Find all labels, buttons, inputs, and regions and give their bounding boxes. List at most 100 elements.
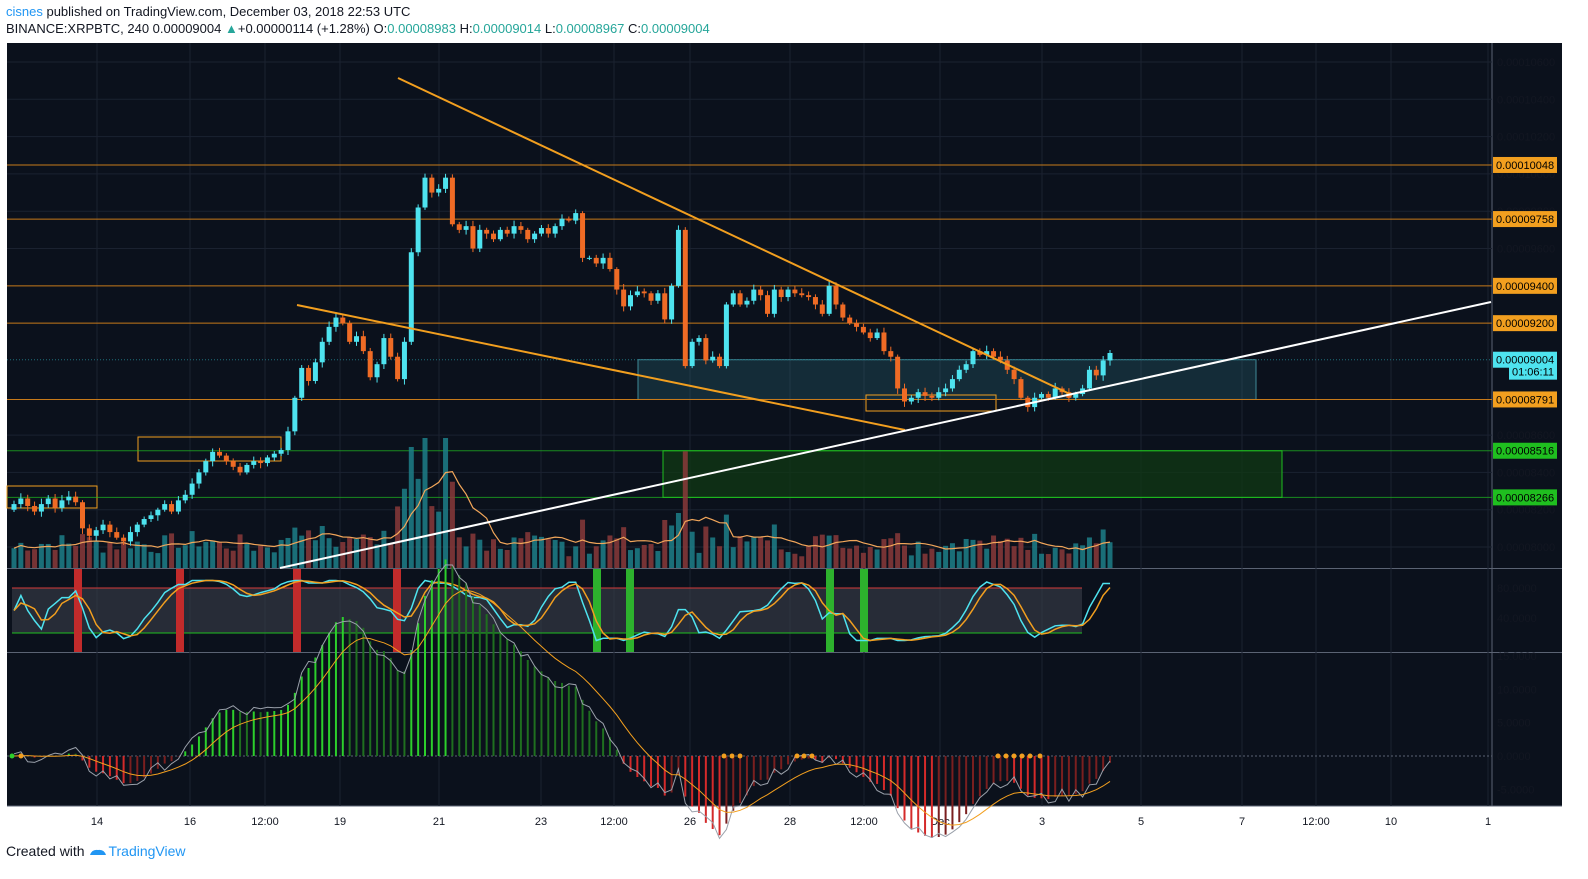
volume-bar [436,511,442,568]
volume-bar [765,540,770,568]
volume-bar [778,549,784,568]
volume-bar [573,546,579,568]
volume-bar [210,540,216,568]
volume-bar [607,535,613,568]
volume-bar [1011,546,1017,568]
time-tick-label: 3 [1039,816,1045,828]
volume-bar [381,530,387,568]
volume-bar [1004,538,1010,568]
candle-body [991,351,997,357]
candle-body [532,233,538,240]
candle-body [806,295,812,298]
candle-body [52,498,58,508]
volume-bar [874,549,880,568]
volume-bar [771,524,777,568]
volume-bar [744,541,750,568]
candle-body [422,177,428,208]
change-arrow: ▲ [224,21,238,36]
volume-bar [401,488,407,568]
candle-body [593,257,599,264]
volume-bar [717,546,723,568]
candle-body [1086,369,1092,389]
volume-bar [949,543,955,568]
price-badge [1493,489,1557,506]
candle-body [634,291,640,296]
candle-body [949,379,955,389]
volume-bar [278,539,284,568]
candle-body [559,218,565,227]
volume-bar [566,556,572,568]
symbol-name[interactable]: BINANCE:XRPBTC, 240 [6,21,150,36]
tradingview-brand[interactable]: TradingView [108,843,186,859]
candle-body [347,323,353,342]
volume-bar [306,530,312,568]
volume-bar [634,548,640,568]
candle-body [778,289,784,298]
candle-body [902,388,907,402]
candle-body [847,317,853,324]
volume-bar [1093,543,1099,568]
stoch-signal-green [860,569,868,652]
volume-bar [785,552,791,568]
candle-body [518,226,524,230]
macd-tick-label: -5.0000 [1497,784,1534,796]
chart-background [7,43,1562,806]
volume-bar [326,538,332,568]
candle-body [237,466,243,473]
candle-body [210,451,216,462]
candle-body [922,392,928,396]
symbol-legend: BINANCE:XRPBTC, 240 0.00009004 ▲+0.00000… [6,21,710,36]
volume-bar [244,543,250,568]
candle-body [251,461,257,465]
high-label: H: [459,21,473,36]
candle-body [470,226,476,249]
candle-body [696,338,702,342]
volume-bar [532,535,538,568]
stoch-k-line [13,579,1110,642]
candle-body [86,528,92,536]
volume-bar [854,545,860,568]
candle-body [319,341,325,363]
volume-bar [449,481,455,568]
volume-bar [840,547,846,568]
change-value: +0.00000114 (+1.28%) [237,21,370,36]
macd-dot [729,753,735,759]
price-badge-label: 01:06:11 [1512,367,1554,379]
time-tick-label: 12:00 [850,816,878,828]
volume-bar [751,536,757,568]
time-tick-label: 16 [184,816,196,828]
candle-body [333,317,339,327]
macd-tick-label: 5.0000 [1497,718,1531,730]
candle-body [285,431,291,450]
author-link[interactable]: cisnes [6,4,43,19]
time-tick-label: 1 [1485,816,1491,828]
time-tick-label: 10 [1385,816,1397,828]
candle-body [970,351,976,365]
candle-body [148,515,154,520]
volume-bar [25,550,31,568]
candle-body [477,229,483,249]
candle-body [449,177,455,225]
candle-body [511,226,517,234]
high-value: 0.00009014 [472,21,542,36]
candle-body [675,229,681,286]
candle-body [792,289,798,294]
candle-body [1045,394,1051,398]
candle-body [614,269,620,290]
volume-bar [497,548,503,568]
time-tick-label: 12:00 [251,816,279,828]
footer: Created with TradingView [6,843,186,859]
price-badge [1493,442,1557,459]
candle-body [155,509,161,516]
volume-bar [354,538,359,568]
candle-body [1093,369,1099,376]
candle-body [908,397,914,402]
candle-body [258,461,264,464]
candle-body [977,351,983,355]
stoch-signal-green [593,569,601,652]
candle-body [306,367,312,381]
volume-bar [182,545,188,568]
volume-bar [271,552,277,568]
volume-bar [127,548,133,568]
